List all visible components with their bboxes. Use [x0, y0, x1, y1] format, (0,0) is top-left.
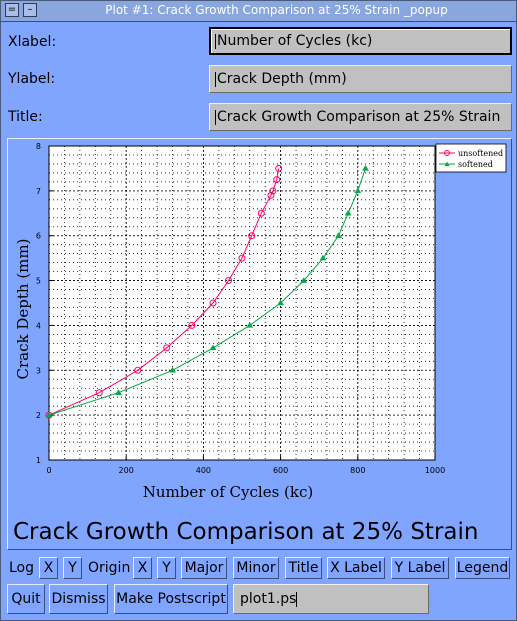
title-toggle-button[interactable]: Title	[285, 557, 322, 579]
x-tick-label: 200	[119, 466, 134, 475]
quit-button[interactable]: Quit	[7, 584, 45, 614]
legend-label-unsoftened: unsoftened	[458, 149, 503, 158]
minor-grid-button[interactable]: Minor	[233, 557, 279, 579]
text-cursor	[215, 71, 216, 87]
y-tick-label: 7	[36, 187, 41, 196]
series-line-softened	[48, 168, 366, 416]
log-x-button[interactable]: X	[39, 557, 58, 579]
data-point-unsoftened	[188, 321, 196, 329]
y-tick-label: 6	[36, 232, 41, 241]
data-point-softened	[300, 277, 308, 283]
ylabel-input[interactable]: Crack Depth (mm)	[209, 65, 512, 93]
ylabel-field-label: Ylabel:	[8, 71, 56, 87]
y-tick-label: 1	[36, 456, 41, 465]
legend: unsoftened softened	[435, 143, 507, 173]
origin-y-button[interactable]: Y	[157, 557, 176, 579]
data-point-unsoftened	[238, 254, 246, 262]
postscript-filename-input[interactable]: plot1.ps	[233, 584, 429, 614]
x-tick-label: 600	[273, 466, 288, 475]
plot-area-frame	[7, 138, 512, 550]
data-point-unsoftened	[224, 277, 232, 285]
y-tick-label: 4	[36, 321, 41, 330]
data-point-unsoftened	[273, 176, 281, 184]
log-label: Log	[9, 560, 35, 576]
text-cursor	[215, 33, 216, 49]
x-tick-label: 1000	[425, 466, 445, 475]
y-tick-label: 2	[36, 411, 41, 420]
data-point-unsoftened	[209, 299, 217, 307]
data-point-softened	[319, 254, 327, 261]
data-point-unsoftened	[269, 187, 277, 195]
title-input-value: Crack Growth Comparison at 25% Strain	[217, 109, 501, 125]
window-menu-button[interactable]: =	[5, 3, 19, 17]
y-tick-label: 8	[36, 142, 41, 151]
y-axis-label: Crack Depth (mm)	[14, 239, 32, 380]
y-tick-label: 5	[36, 277, 41, 286]
legend-marker-unsoftened	[444, 150, 450, 156]
origin-x-button[interactable]: X	[133, 557, 152, 579]
text-cursor	[215, 109, 216, 125]
data-point-unsoftened	[163, 344, 171, 352]
x-tick-label: 400	[196, 466, 211, 475]
data-point-unsoftened	[275, 164, 283, 172]
data-point-softened	[45, 411, 53, 418]
x-axis-label: Number of Cycles (kc)	[143, 483, 313, 501]
log-y-button[interactable]: Y	[63, 557, 82, 579]
title-bar[interactable]: = – Plot #1: Crack Growth Comparison at …	[1, 1, 516, 22]
legend-marker-softened	[444, 161, 450, 166]
y-label-toggle-button[interactable]: Y Label	[391, 557, 449, 579]
legend-label-softened: softened	[458, 160, 493, 169]
ylabel-input-value: Crack Depth (mm)	[217, 71, 347, 87]
title-input[interactable]: Crack Growth Comparison at 25% Strain	[209, 103, 512, 131]
legend-toggle-button[interactable]: Legend	[455, 557, 510, 579]
x-tick-label: 800	[350, 466, 365, 475]
window-title: Plot #1: Crack Growth Comparison at 25% …	[105, 3, 448, 17]
x-label-toggle-button[interactable]: X Label	[327, 557, 385, 579]
data-point-softened	[169, 366, 176, 373]
data-point-softened	[354, 187, 362, 194]
data-point-softened	[115, 389, 122, 395]
data-point-softened	[277, 299, 285, 306]
title-field-label: Title:	[8, 109, 43, 125]
data-point-unsoftened	[95, 389, 103, 397]
data-point-unsoftened	[248, 232, 256, 240]
data-point-unsoftened	[134, 366, 142, 374]
major-grid-button[interactable]: Major	[181, 557, 227, 579]
minimize-button[interactable]: –	[23, 3, 37, 17]
data-point-softened	[362, 164, 369, 171]
data-point-softened	[246, 321, 254, 328]
data-point-softened	[344, 209, 352, 216]
legend-box	[435, 143, 507, 173]
x-tick-label: 0	[46, 466, 51, 475]
series-line-unsoftened	[48, 168, 280, 416]
plot-background	[48, 145, 436, 461]
text-cursor	[296, 591, 298, 607]
xlabel-input-value: Number of Cycles (kc)	[217, 33, 373, 49]
plot-caption: Crack Growth Comparison at 25% Strain	[13, 519, 479, 545]
origin-label: Origin	[88, 560, 131, 576]
data-point-softened	[209, 344, 217, 351]
dismiss-button[interactable]: Dismiss	[49, 584, 108, 614]
xlabel-input[interactable]: Number of Cycles (kc)	[209, 27, 512, 55]
y-tick-label: 3	[36, 366, 41, 375]
data-point-unsoftened	[257, 209, 265, 217]
crack-growth-chart[interactable]: 0 200 400 600 800 1000 1 2 3 4 5 6 7 8 Number of Cycle…	[8, 139, 511, 549]
data-point-unsoftened	[267, 191, 275, 199]
xlabel-field-label: Xlabel:	[8, 34, 57, 50]
make-postscript-button[interactable]: Make Postscript	[114, 584, 228, 614]
data-point-softened	[335, 232, 342, 238]
postscript-filename-value: plot1.ps	[240, 591, 297, 607]
